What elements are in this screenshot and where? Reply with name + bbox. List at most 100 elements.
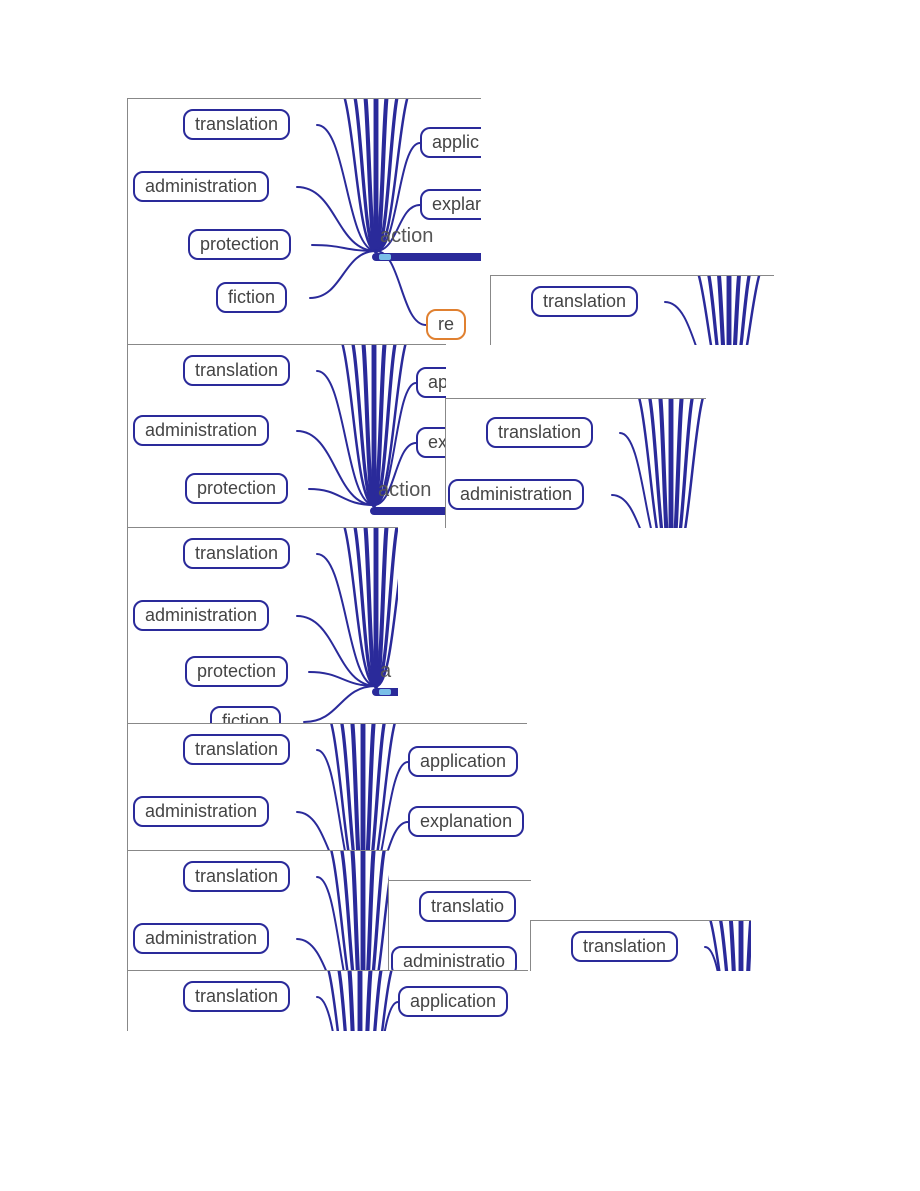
concept-node[interactable]: administration: [133, 796, 269, 827]
node-label: fiction: [228, 287, 275, 307]
edge: [335, 850, 363, 971]
edge: [363, 850, 377, 971]
edge: [297, 431, 374, 505]
edge: [376, 251, 426, 325]
edge: [348, 527, 376, 686]
concept-node[interactable]: administration: [133, 415, 269, 446]
concept-node[interactable]: translation: [183, 861, 290, 892]
node-label: administration: [145, 605, 257, 625]
mindmap-panel: translation: [530, 920, 751, 971]
concept-node[interactable]: administratio: [391, 946, 517, 971]
diagram-stage: translation administration protection ficti…: [0, 0, 920, 1191]
concept-node[interactable]: administration: [133, 171, 269, 202]
edge: [297, 616, 376, 686]
concept-node[interactable]: explar: [420, 189, 481, 220]
edge: [309, 672, 376, 686]
edge: [727, 920, 741, 971]
mindmap-panel: translation administration protection ap ex a…: [127, 344, 446, 528]
node-label: applic: [432, 132, 479, 152]
expand-handle[interactable]: [378, 688, 392, 696]
edge: [349, 850, 363, 971]
edge: [360, 344, 374, 505]
edge: [363, 850, 389, 971]
concept-node[interactable]: translation: [183, 355, 290, 386]
mindmap-panel: translation administration: [127, 850, 389, 971]
center-label[interactable]: action: [380, 225, 433, 248]
edge: [346, 970, 360, 1031]
node-label: translation: [195, 739, 278, 759]
edge: [713, 920, 741, 971]
node-label: translation: [498, 422, 581, 442]
concept-node[interactable]: translation: [183, 734, 290, 765]
concept-node[interactable]: applic: [420, 127, 481, 158]
node-label: administration: [145, 928, 257, 948]
mindmap-panel: translation application: [127, 970, 528, 1031]
edge: [643, 398, 671, 528]
concept-node[interactable]: fiction: [216, 282, 287, 313]
concept-node[interactable]: application: [408, 746, 518, 777]
edge: [332, 970, 360, 1031]
concept-node[interactable]: administration: [133, 600, 269, 631]
concept-node[interactable]: translation: [486, 417, 593, 448]
concept-node[interactable]: protection: [188, 229, 291, 260]
edge: [701, 275, 729, 345]
edge: [699, 920, 741, 971]
concept-node[interactable]: administration: [133, 923, 269, 954]
edge: [360, 970, 388, 1031]
concept-node[interactable]: translation: [571, 931, 678, 962]
edge: [671, 398, 699, 528]
mindmap-panel: translation: [490, 275, 774, 345]
concept-node[interactable]: translation: [183, 109, 290, 140]
edge: [348, 98, 376, 251]
edge: [317, 997, 360, 1031]
center-label[interactable]: action: [378, 479, 431, 502]
edge: [360, 970, 374, 1031]
mindmap-panel: translation administration: [445, 398, 706, 528]
edge: [629, 398, 671, 528]
concept-node[interactable]: protection: [185, 656, 288, 687]
concept-node[interactable]: ap: [416, 367, 446, 398]
edge: [317, 125, 376, 251]
concept-node[interactable]: protection: [185, 473, 288, 504]
concept-node[interactable]: administration: [448, 479, 584, 510]
edge: [657, 398, 671, 528]
center-label[interactable]: a: [380, 660, 391, 683]
edge: [715, 275, 729, 345]
node-label: protection: [200, 234, 279, 254]
node-label: application: [420, 751, 506, 771]
node-label: explanation: [420, 811, 512, 831]
concept-node[interactable]: fiction: [210, 706, 281, 724]
edge: [304, 686, 376, 722]
edge: [741, 920, 751, 971]
edge: [665, 302, 729, 345]
concept-node[interactable]: explanation: [408, 806, 524, 837]
node-label: translation: [195, 114, 278, 134]
mindmap-panel: translatio administratio: [388, 880, 531, 971]
node-label: translatio: [431, 896, 504, 916]
edge: [362, 527, 376, 686]
node-label: protection: [197, 661, 276, 681]
edge: [335, 723, 363, 851]
concept-node[interactable]: translation: [183, 538, 290, 569]
concept-node[interactable]: translation: [531, 286, 638, 317]
edge: [360, 970, 402, 1031]
edge: [297, 187, 376, 251]
edge: [687, 275, 729, 345]
edge: [346, 344, 374, 505]
edge: [321, 723, 363, 851]
edge: [363, 822, 408, 851]
concept-node[interactable]: application: [398, 986, 508, 1017]
edge: [349, 723, 363, 851]
edge: [363, 723, 391, 851]
node-label: translation: [543, 291, 626, 311]
expand-handle[interactable]: [378, 253, 392, 261]
edge: [321, 850, 363, 971]
concept-node[interactable]: translation: [183, 981, 290, 1012]
concept-node[interactable]: translatio: [419, 891, 516, 922]
node-label: administration: [460, 484, 572, 504]
edge: [312, 245, 376, 251]
mindmap-panel: translation administration protection ficti…: [127, 98, 481, 345]
concept-node[interactable]: re: [426, 309, 466, 340]
edge: [729, 275, 771, 345]
concept-node[interactable]: ex: [416, 427, 446, 458]
